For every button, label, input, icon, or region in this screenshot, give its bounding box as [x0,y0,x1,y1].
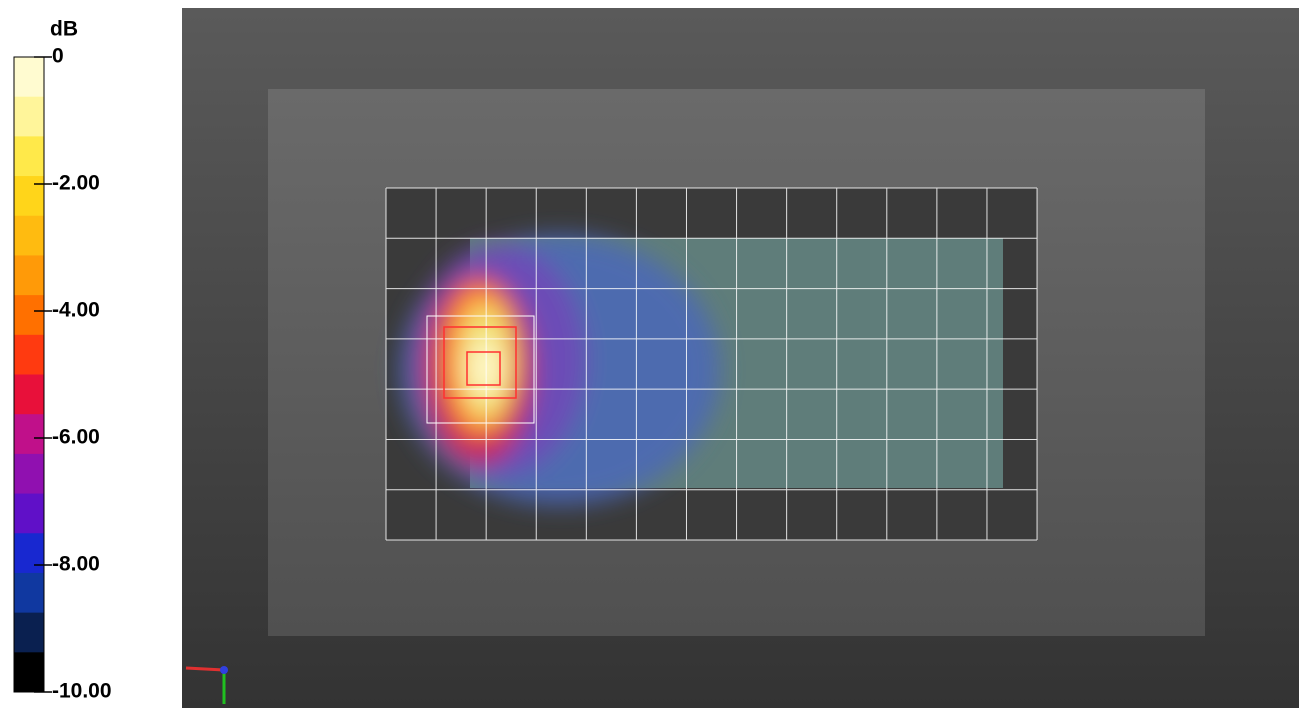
tick-label: -6.00 [52,426,100,449]
color-band [14,334,44,375]
color-band [14,612,44,653]
colorbar-frame [13,56,45,693]
color-band [14,96,44,137]
viewport [182,8,1299,708]
tick-label: -2.00 [52,172,100,195]
colorbar: dB 0 -2.00 -4.00 -6.00 -8.00 -10.00 [13,18,112,703]
color-band [14,136,44,177]
color-band [14,176,44,217]
heat-distribution [400,235,720,505]
zoom-scan-box [426,315,535,424]
measurement-grid [385,187,1038,541]
tick-label: -8.00 [52,553,100,576]
color-band [14,493,44,534]
colorbar-unit: dB [50,18,78,41]
color-band [14,215,44,256]
color-band [14,533,44,574]
color-band [14,57,44,98]
tick-label: -10.00 [52,680,112,703]
axis-triad [185,666,228,704]
tick-label: 0 [52,45,64,68]
color-band [14,652,44,693]
peak-cube-inner [466,351,501,386]
color-band [14,572,44,614]
peak-cube [443,326,517,399]
color-band [14,453,44,495]
color-band [14,295,44,336]
color-band [14,374,44,415]
tick-label: -4.00 [52,299,100,322]
color-band [14,414,44,455]
color-band [14,255,44,296]
